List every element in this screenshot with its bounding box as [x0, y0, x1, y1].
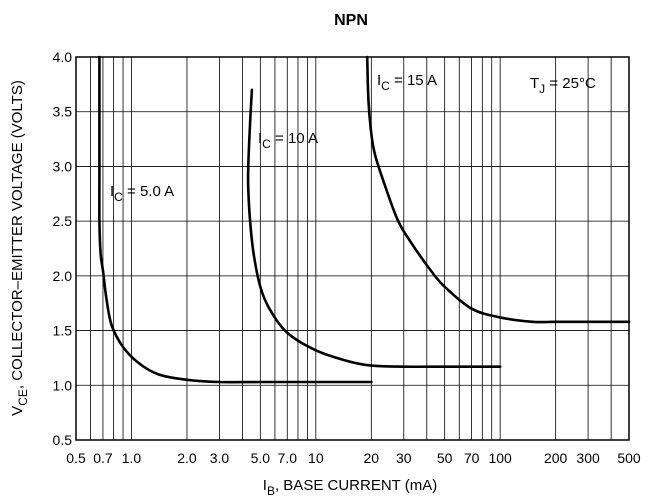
x-tick-label: 70 — [464, 450, 480, 466]
y-tick-label: 3.0 — [53, 158, 73, 174]
series-label-5a: IC = 5.0 A — [110, 183, 174, 204]
y-tick-label: 3.5 — [53, 104, 73, 120]
y-tick-label: 2.0 — [53, 268, 73, 284]
y-tick-label: 0.5 — [53, 432, 73, 448]
x-tick-label: 10 — [308, 450, 324, 466]
x-tick-label: 100 — [488, 450, 512, 466]
x-tick-label: 30 — [396, 450, 412, 466]
series-line-0 — [98, 55, 373, 384]
y-tick-label: 4.0 — [53, 49, 73, 65]
series-label-10a: IC = 10 A — [258, 130, 318, 151]
chart-title: NPN — [334, 12, 368, 29]
y-tick-labels: 0.5 1.0 1.5 2.0 2.5 3.0 3.5 4.0 — [53, 49, 73, 448]
x-axis-label: IB, BASE CURRENT (mA) — [263, 477, 437, 498]
x-tick-label: 20 — [364, 450, 380, 466]
x-tick-label: 1.0 — [122, 450, 142, 466]
x-tick-label: 50 — [437, 450, 453, 466]
x-tick-label: 200 — [544, 450, 568, 466]
x-tick-label: 7.0 — [278, 450, 298, 466]
x-tick-label: 3.0 — [210, 450, 230, 466]
y-axis-label: VCE, COLLECTOR–EMITTER VOLTAGE (VOLTS) — [9, 80, 30, 416]
y-tick-label: 1.0 — [53, 377, 73, 393]
series-lines — [98, 55, 631, 384]
y-tick-label: 1.5 — [53, 323, 73, 339]
series-line-1 — [246, 88, 502, 369]
x-tick-label: 5.0 — [251, 450, 271, 466]
y-tick-label: 2.5 — [53, 213, 73, 229]
x-tick-label: 2.0 — [177, 450, 197, 466]
x-tick-label: 300 — [576, 450, 600, 466]
series-label-15a: IC = 15 A — [377, 72, 437, 93]
series-line-2 — [365, 55, 631, 324]
temperature-annotation: TJ = 25°C — [530, 75, 596, 96]
plot-frame — [75, 56, 630, 441]
x-tick-label: 500 — [617, 450, 641, 466]
x-tick-label: 0.7 — [93, 450, 113, 466]
x-tick-label: 0.5 — [66, 450, 86, 466]
x-tick-labels: 0.5 0.7 1.0 2.0 3.0 5.0 7.0 10 20 30 50 70 100 200 300… — [66, 450, 641, 466]
